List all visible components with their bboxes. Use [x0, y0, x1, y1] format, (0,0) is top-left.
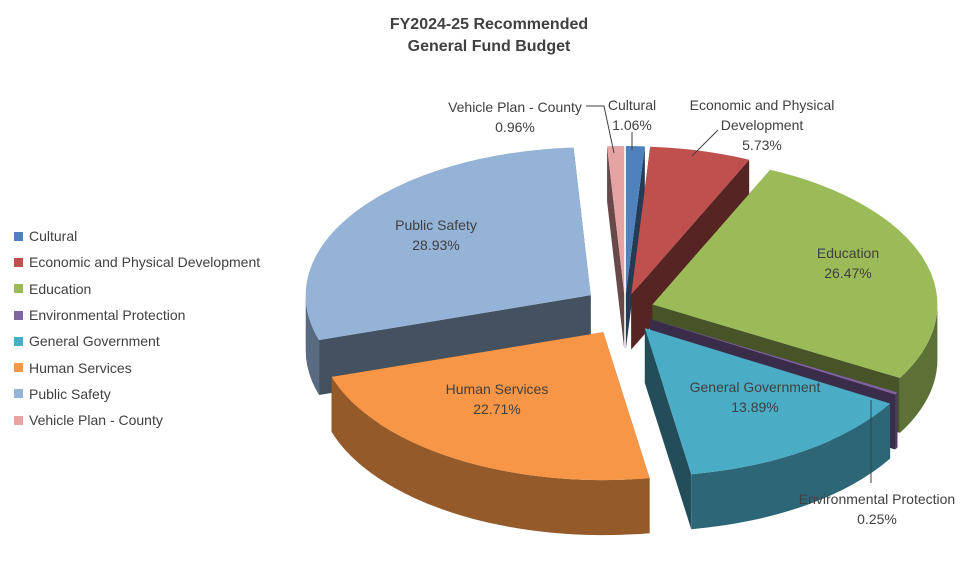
legend-label: Public Safety — [29, 385, 111, 402]
slice-side-vehicle-plan-county — [607, 146, 625, 350]
data-label-line: 22.71% — [473, 401, 520, 417]
data-label-line: Human Services — [446, 381, 549, 397]
data-label-cultural: Cultural 1.06% — [608, 97, 656, 133]
data-label-line: 28.93% — [412, 237, 459, 253]
legend-label: Vehicle Plan - County — [29, 412, 163, 429]
legend-item-education: Education — [14, 276, 260, 302]
data-labels: Cultural 1.06% Economic and Physical Develo… — [395, 97, 955, 527]
data-label-line: Vehicle Plan - County — [448, 99, 582, 115]
slice-side-cultural — [625, 146, 645, 350]
data-label-line: 0.25% — [857, 511, 897, 527]
slice-outer-wall — [305, 295, 320, 396]
legend-swatch — [14, 363, 23, 373]
legend-item-public-safety: Public Safety — [14, 381, 260, 407]
data-label-line: Cultural — [608, 97, 656, 113]
legend-swatch — [14, 310, 23, 320]
legend-label: Environmental Protection — [29, 307, 186, 324]
data-label-line: Education — [817, 245, 879, 261]
data-label-public-safety: Public Safety 28.93% — [395, 217, 477, 253]
legend-swatch — [14, 415, 23, 425]
data-label-general-government: General Government 13.89% — [690, 379, 821, 415]
pie-slice-education — [652, 169, 938, 378]
data-label-human-services: Human Services 22.71% — [446, 381, 549, 417]
pie-slice-cultural — [625, 146, 645, 295]
legend-item-economic-and-physical-development: Economic and Physical Development — [14, 249, 260, 275]
data-label-line: Public Safety — [395, 217, 477, 233]
data-label-line: Development — [721, 117, 804, 133]
legend-label: Economic and Physical Development — [29, 254, 261, 271]
data-label-line: 5.73% — [742, 137, 782, 153]
legend-item-vehicle-plan-county: Vehicle Plan - County — [14, 407, 260, 433]
slice-outer-wall — [899, 304, 938, 433]
chart-title: FY2024-25 Recommended — [389, 16, 589, 33]
pie-slice-environmental-protection — [649, 319, 898, 395]
slice-outer-wall — [895, 392, 898, 450]
legend-item-human-services: Human Services — [14, 354, 260, 380]
data-label-line: 13.89% — [731, 399, 778, 415]
data-label-education: Education 26.47% — [817, 245, 879, 281]
legend-item-cultural: Cultural — [14, 223, 260, 249]
legend-swatch — [14, 284, 23, 294]
legend-swatch — [14, 389, 23, 399]
pie-slice-general-government — [644, 328, 891, 475]
slice-cut-face — [625, 146, 645, 350]
legend-item-general-government: General Government — [14, 328, 260, 354]
data-label-line: 26.47% — [824, 265, 871, 281]
chart-legend: Cultural Economic and Physical Developmen… — [14, 223, 260, 433]
data-label-line: 0.96% — [495, 119, 535, 135]
data-label-line: Environmental Protection — [799, 491, 955, 507]
slice-cut-face — [644, 328, 692, 530]
legend-label: Education — [29, 280, 92, 297]
leader-line-economic-and-physical-development — [691, 129, 719, 157]
pie-slice-public-safety — [305, 147, 591, 341]
pie-slice-economic-and-physical-development — [631, 146, 750, 295]
data-label-line: General Government — [690, 379, 821, 395]
legend-label: General Government — [29, 333, 160, 350]
slice-outer-wall — [331, 376, 650, 536]
legend-label: Human Services — [29, 359, 132, 376]
data-label-line: Economic and Physical — [690, 97, 835, 113]
pie-slice-vehicle-plan-county — [607, 146, 625, 295]
legend-swatch — [14, 336, 23, 346]
legend-item-environmental-protection: Environmental Protection — [14, 302, 260, 328]
data-label-line: 1.06% — [612, 117, 652, 133]
pie-slices — [305, 146, 938, 481]
slice-outer-wall — [691, 403, 891, 530]
legend-label: Cultural — [29, 228, 78, 245]
data-label-vehicle-plan-county: Vehicle Plan - County 0.96% — [448, 99, 582, 135]
pie-slice-human-services — [331, 332, 650, 481]
slice-cut-face — [607, 146, 625, 350]
chart-subtitle: General Fund Budget — [407, 38, 571, 55]
legend-swatch — [14, 231, 23, 241]
legend-swatch — [14, 257, 23, 267]
data-label-economic-and-physical-development: Economic and Physical Development 5.73% — [690, 97, 835, 153]
leader-line-vehicle-plan-county — [586, 105, 615, 154]
data-label-environmental-protection: Environmental Protection 0.25% — [799, 491, 955, 527]
